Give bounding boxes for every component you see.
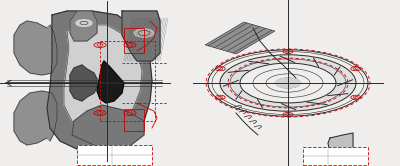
Circle shape xyxy=(134,29,154,37)
Polygon shape xyxy=(70,65,97,101)
FancyBboxPatch shape xyxy=(205,22,275,54)
Bar xyxy=(124,109,144,131)
Bar xyxy=(100,41,155,121)
Polygon shape xyxy=(47,11,152,149)
Polygon shape xyxy=(14,21,57,75)
Polygon shape xyxy=(14,91,57,145)
Polygon shape xyxy=(64,25,142,133)
Circle shape xyxy=(76,20,92,26)
Bar xyxy=(303,147,368,165)
Bar xyxy=(77,145,152,165)
Polygon shape xyxy=(70,11,97,41)
Circle shape xyxy=(203,48,373,118)
Polygon shape xyxy=(328,133,353,158)
Polygon shape xyxy=(97,61,124,103)
Circle shape xyxy=(276,78,300,88)
Polygon shape xyxy=(72,105,144,151)
Wedge shape xyxy=(220,55,356,111)
Polygon shape xyxy=(122,11,160,61)
Bar xyxy=(124,28,144,53)
